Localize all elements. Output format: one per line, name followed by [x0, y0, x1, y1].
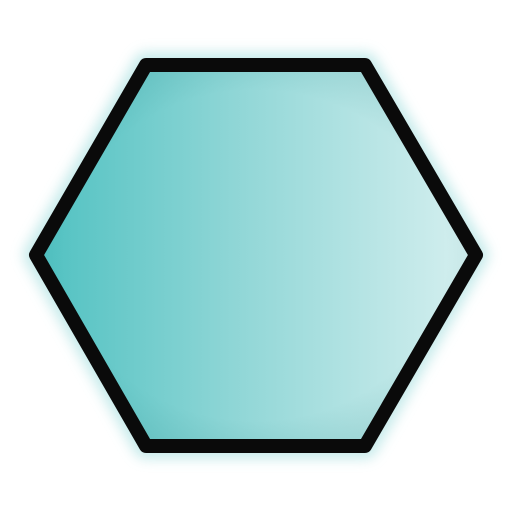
hexagon-inner-shade	[36, 65, 476, 446]
hexagon-outline	[29, 58, 483, 453]
